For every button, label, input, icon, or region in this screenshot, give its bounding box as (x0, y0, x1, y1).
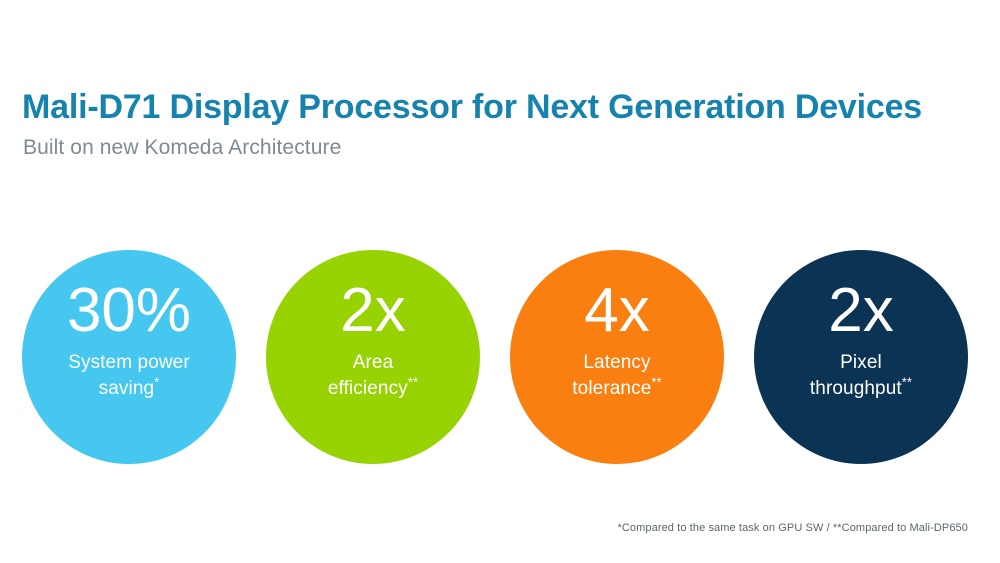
stat-label: Pixel throughput** (794, 350, 928, 402)
stat-footnote-marker: ** (651, 374, 662, 390)
stat-circle-latency-tolerance: 4x Latency tolerance** (510, 250, 724, 464)
stat-label-line2: tolerance (572, 378, 652, 399)
stat-label-line2: saving (98, 378, 155, 399)
stat-value: 4x (584, 276, 650, 345)
page-subtitle: Built on new Komeda Architecture (23, 136, 342, 159)
stat-label: Latency tolerance** (556, 350, 677, 402)
stat-value: 2x (828, 276, 894, 345)
stat-value: 30% (66, 276, 192, 345)
stat-footnote-marker: * (154, 374, 160, 390)
stat-label: Area efficiency** (312, 350, 434, 402)
stat-label-line1: Pixel (840, 352, 882, 373)
stat-footnote-marker: ** (407, 374, 419, 390)
stat-label-line1: Area (352, 352, 394, 373)
footnote: *Compared to the same task on GPU SW / *… (617, 522, 968, 534)
stat-label-line2: throughput (809, 378, 902, 399)
stat-circle-area-efficiency: 2x Area efficiency** (266, 250, 480, 464)
stat-label-line2: efficiency (327, 378, 408, 399)
stat-footnote-marker: ** (901, 374, 913, 390)
stat-label-line1: Latency (583, 352, 651, 373)
page-title: Mali-D71 Display Processor for Next Gene… (22, 88, 922, 126)
stat-label-line1: System power (68, 352, 190, 373)
slide-header: Mali-D71 Display Processor for Next Gene… (22, 86, 962, 162)
stat-circle-system-power-saving: 30% System power saving* (22, 250, 236, 464)
stat-label: System power saving* (52, 350, 206, 402)
stat-circle-pixel-throughput: 2x Pixel throughput** (754, 250, 968, 464)
stat-circle-row: 30% System power saving* 2x Area efficiency**… (22, 250, 968, 466)
stat-value: 2x (340, 276, 406, 345)
